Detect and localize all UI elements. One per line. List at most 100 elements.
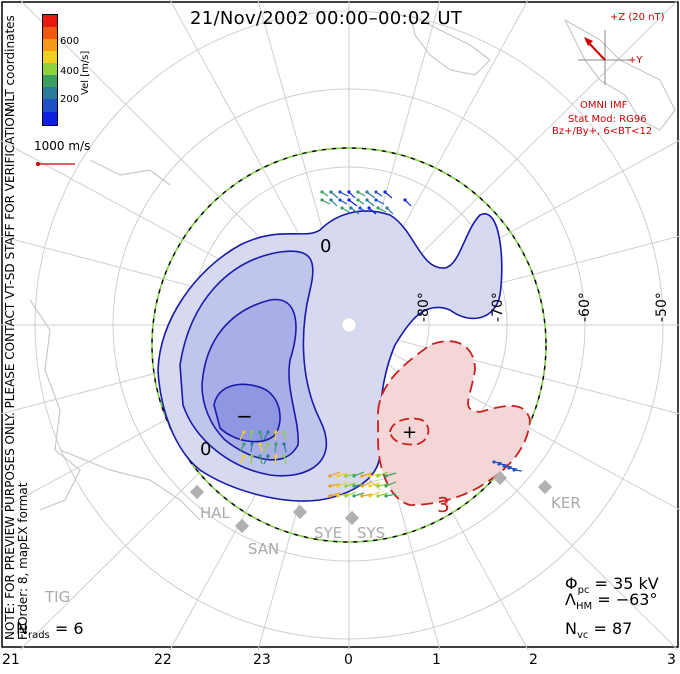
- velocity-vector: [385, 481, 397, 487]
- fit-order-label: FitOrder: 8, mapEX format: [16, 482, 30, 640]
- velocity-vector-dot: [352, 474, 356, 478]
- imf-source-label: OMNI IMF: [580, 100, 628, 111]
- velocity-vector-dot: [376, 494, 380, 498]
- velocity-vector: [361, 472, 373, 477]
- velocity-vector-dot: [368, 484, 372, 488]
- preview-note: NOTE: FOR PREVIEW PURPOSES ONLY. PLEASE …: [3, 104, 17, 640]
- map-title: 21/Nov/2002 00:00–00:02 UT: [190, 8, 463, 29]
- velocity-vector: [337, 481, 349, 487]
- mlt-label-2: 2: [529, 652, 538, 668]
- colorbar-segment: [43, 27, 57, 39]
- velocity-vector-dot: [340, 206, 344, 210]
- velocity-vector-dot: [242, 430, 246, 434]
- velocity-vector-dot: [507, 466, 511, 470]
- velocity-vector-dot: [492, 460, 496, 464]
- colorbar-segment: [43, 63, 57, 75]
- station-marker: [234, 518, 250, 534]
- imf-y-label: +Y: [628, 55, 643, 66]
- velocity-vector: [385, 493, 397, 497]
- velocity-vector-dot: [336, 494, 340, 498]
- velocity-vector-dot: [349, 206, 353, 210]
- velocity-vector-dot: [352, 494, 356, 498]
- velocity-vector-dot: [344, 484, 348, 488]
- velocity-vector: [369, 491, 381, 497]
- velocity-vector-dot: [365, 198, 369, 202]
- stat-n-rads-value: = 6: [54, 619, 84, 638]
- imf-z-label: +Z (20 nT): [610, 12, 665, 23]
- contour-label-3: 3: [437, 493, 450, 517]
- stat-lambda-hm: ΛHM = −63°: [565, 590, 658, 612]
- velocity-vector-dot: [282, 430, 286, 434]
- velocity-vector-dot: [358, 206, 362, 210]
- velocity-vector-dot: [266, 430, 270, 434]
- reference-vector-dot: [36, 162, 40, 166]
- velocity-vector-dot: [328, 484, 332, 488]
- latitude-label-60: -60°: [577, 292, 593, 322]
- positive-cell-inner: [389, 417, 430, 446]
- mlt-label-22: 22: [154, 652, 172, 668]
- velocity-vector-dot: [360, 494, 364, 498]
- velocity-vector-dot: [242, 454, 246, 458]
- station-label-hal: HAL: [200, 504, 230, 522]
- station-marker: [189, 484, 205, 500]
- positive-cell: [377, 340, 531, 506]
- velocity-colorbar: [42, 14, 58, 126]
- pole-marker: [341, 317, 357, 333]
- stat-phi-pc-value: = 35 kV: [594, 574, 659, 593]
- velocity-vector-dot: [258, 442, 262, 446]
- negative-cell-inner: [213, 383, 281, 443]
- velocity-vector: [329, 471, 341, 477]
- velocity-vector-dot: [338, 190, 342, 194]
- stat-n-vc-value: = 87: [593, 619, 633, 638]
- imf-model-label: Stat Mod: RG96: [568, 114, 647, 125]
- velocity-vector: [377, 492, 389, 497]
- station-marker: [537, 479, 553, 495]
- velocity-vector: [377, 471, 389, 477]
- station-label-ker: KER: [551, 494, 581, 512]
- velocity-vector-dot: [274, 454, 278, 458]
- velocity-vector-dot: [329, 198, 333, 202]
- stat-lambda-hm-value: = −63°: [597, 590, 658, 609]
- colorbar-segment: [43, 39, 57, 51]
- velocity-vector: [345, 482, 357, 487]
- contour-label-0-left: 0: [200, 439, 211, 460]
- velocity-vector-dot: [368, 474, 372, 478]
- station-markers: [189, 470, 553, 534]
- mlt-coordinates-label: MLT coordinates: [3, 15, 17, 112]
- velocity-vector-dot: [365, 190, 369, 194]
- velocity-vector-dot: [282, 454, 286, 458]
- velocity-vector-dot: [328, 494, 332, 498]
- velocity-vector-dot: [384, 494, 388, 498]
- positive-symbol: +: [402, 422, 417, 443]
- station-label-sye: SYE: [314, 524, 343, 542]
- velocity-vector-dot: [344, 494, 348, 498]
- station-marker: [292, 504, 308, 520]
- velocity-vector: [377, 483, 389, 487]
- colorbar-tick-600: 600: [60, 36, 80, 47]
- velocity-vector-dot: [384, 484, 388, 488]
- velocity-vector-dot: [258, 454, 262, 458]
- velocity-vector: [350, 207, 360, 215]
- velocity-vector-dot: [320, 198, 324, 202]
- velocity-vector-dot: [376, 474, 380, 478]
- mlt-label-21: 21: [2, 652, 20, 668]
- stat-phi-pc-sub: pc: [577, 585, 590, 596]
- colorbar-segment: [43, 51, 57, 63]
- velocity-vector-dot: [368, 494, 372, 498]
- velocity-vector-dot: [497, 462, 501, 466]
- heppner-maynard-boundary-green: [151, 147, 547, 543]
- stat-n-vc: Nvc = 87: [565, 619, 633, 641]
- velocity-vector-dot: [344, 474, 348, 478]
- velocity-vector: [353, 483, 365, 487]
- velocity-vector-dot: [385, 206, 389, 210]
- velocity-vector: [329, 492, 341, 497]
- velocity-vector-dot: [336, 474, 340, 478]
- velocity-vector-dot: [360, 474, 364, 478]
- velocity-vector-dot: [356, 198, 360, 202]
- velocity-vector-dot: [356, 190, 360, 194]
- velocity-vector: [369, 473, 381, 477]
- velocity-vector-dot: [360, 484, 364, 488]
- velocity-vector-dot: [352, 484, 356, 488]
- velocity-vector: [337, 472, 349, 477]
